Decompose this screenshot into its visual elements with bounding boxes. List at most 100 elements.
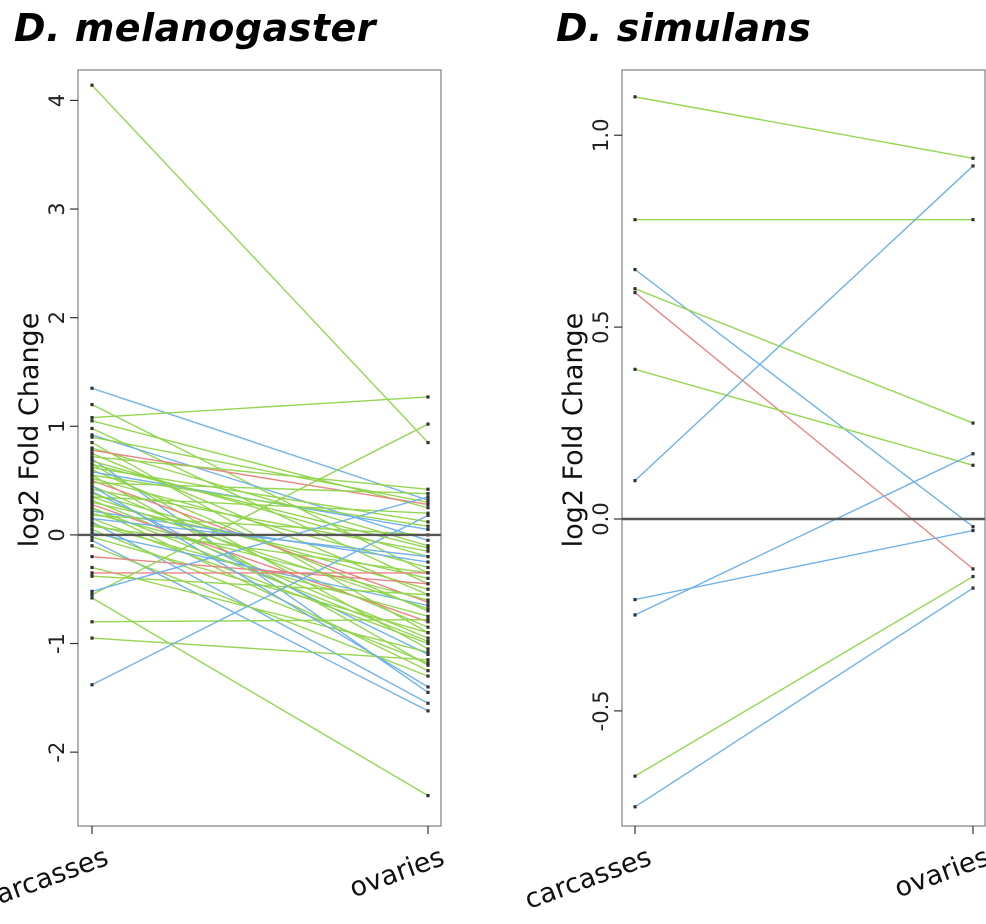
data-point-57-1: [426, 524, 430, 528]
data-point-50-0: [90, 596, 94, 600]
data-point-7-0: [633, 597, 637, 602]
data-point-34-0: [90, 513, 94, 517]
series-line-33: [91, 512, 429, 601]
data-point-21-0: [90, 478, 94, 483]
y-tick-label: 3: [45, 202, 69, 215]
series-line-4: [634, 292, 974, 570]
data-point-0-0: [633, 95, 637, 99]
data-point-1-0: [90, 386, 94, 390]
data-point-20-0: [90, 476, 94, 481]
data-point-58-0: [90, 506, 94, 510]
data-point-10-0: [633, 805, 637, 809]
data-point-40-0: [90, 531, 94, 535]
data-point-4-0: [90, 419, 94, 423]
data-point-33-1: [426, 598, 430, 602]
data-point-8-0: [633, 613, 637, 617]
series-line-27: [91, 496, 429, 514]
data-point-25-1: [426, 652, 430, 656]
data-point-5-0: [90, 426, 94, 431]
data-point-4-1: [971, 567, 975, 571]
data-point-0-0: [90, 83, 94, 87]
series-line-51: [91, 618, 429, 623]
series-line-50: [91, 597, 429, 797]
y-tick-label: 0: [45, 528, 69, 541]
series-line-4: [91, 420, 429, 509]
data-point-53-1: [426, 513, 430, 517]
data-point-2-0: [90, 402, 94, 407]
data-point-22-1: [426, 492, 430, 496]
series-line-3: [91, 396, 429, 419]
data-point-18-0: [90, 470, 94, 474]
data-point-26-1: [426, 587, 430, 591]
data-point-14-0: [90, 459, 94, 463]
series-line-6: [634, 165, 974, 482]
data-point-38-0: [90, 524, 94, 528]
data-point-39-1: [426, 661, 430, 665]
plot-frame: [621, 69, 986, 827]
series-line-10: [634, 587, 974, 808]
data-point-2-0: [633, 267, 637, 272]
data-point-24-0: [90, 487, 94, 491]
data-point-45-1: [426, 650, 430, 654]
data-point-59-0: [90, 517, 94, 521]
data-point-31-1: [426, 669, 430, 673]
panel-1: -0.5 0.0 0.5 1.0 log2 Fold Change carcasses ov…: [521, 69, 986, 916]
series-line-43: [91, 545, 429, 677]
series-line-3: [634, 288, 974, 424]
data-point-8-1: [971, 452, 975, 456]
x-category-label: ovaries: [890, 841, 986, 904]
data-point-54-0: [90, 462, 94, 466]
data-point-9-1: [971, 574, 975, 579]
y-tick-label: 4: [45, 94, 69, 107]
y-tick-label: -1: [45, 633, 69, 654]
series-line-30: [91, 503, 429, 623]
x-category-label: carcasses: [521, 841, 656, 915]
data-point-1-1: [426, 498, 430, 502]
y-axis-title: log2 Fold Change: [558, 313, 589, 548]
data-point-40-1: [426, 603, 430, 608]
data-point-13-1: [426, 690, 430, 694]
chart-title-melanogaster: D. melanogaster: [14, 6, 377, 50]
y-tick-label: -2: [45, 742, 69, 763]
data-point-3-1: [971, 421, 975, 425]
data-point-16-0: [90, 465, 94, 470]
data-point-1-1: [971, 218, 975, 222]
x-category-label: ovaries: [345, 841, 448, 904]
data-point-32-0: [90, 509, 94, 513]
data-point-49-1: [426, 495, 430, 499]
y-tick-label: 0.5: [589, 310, 613, 343]
data-point-41-0: [90, 535, 94, 539]
series-line-22: [91, 482, 429, 495]
data-point-6-0: [90, 433, 94, 437]
data-point-50-1: [426, 793, 430, 798]
data-point-55-1: [426, 607, 430, 611]
data-point-51-0: [90, 620, 94, 624]
data-point-18-1: [426, 527, 430, 532]
data-point-9-0: [90, 446, 94, 450]
data-point-0-1: [426, 440, 430, 445]
series-line-9: [634, 575, 974, 777]
y-tick-label: -0.5: [589, 690, 613, 731]
data-point-4-0: [633, 290, 637, 295]
data-point-6-0: [633, 479, 637, 483]
data-point-49-0: [90, 589, 94, 593]
data-point-52-1: [426, 658, 430, 662]
data-point-2-1: [971, 525, 975, 529]
data-point-55-0: [90, 495, 94, 499]
data-point-47-1: [426, 593, 430, 597]
data-point-10-1: [971, 586, 975, 590]
series-line-57: [91, 474, 429, 527]
y-tick-label: 2: [45, 311, 69, 324]
series-line-53: [91, 514, 429, 686]
series-line-12: [91, 455, 429, 490]
data-point-16-1: [426, 520, 430, 524]
data-point-3-0: [633, 287, 637, 291]
data-point-39-0: [90, 527, 94, 532]
data-point-41-1: [426, 631, 430, 635]
series-line-56: [91, 485, 429, 688]
data-point-36-1: [426, 701, 430, 705]
data-point-10-1: [426, 502, 430, 507]
series-line-52: [91, 637, 429, 661]
data-point-53-0: [90, 683, 94, 687]
data-point-8-0: [90, 440, 94, 445]
